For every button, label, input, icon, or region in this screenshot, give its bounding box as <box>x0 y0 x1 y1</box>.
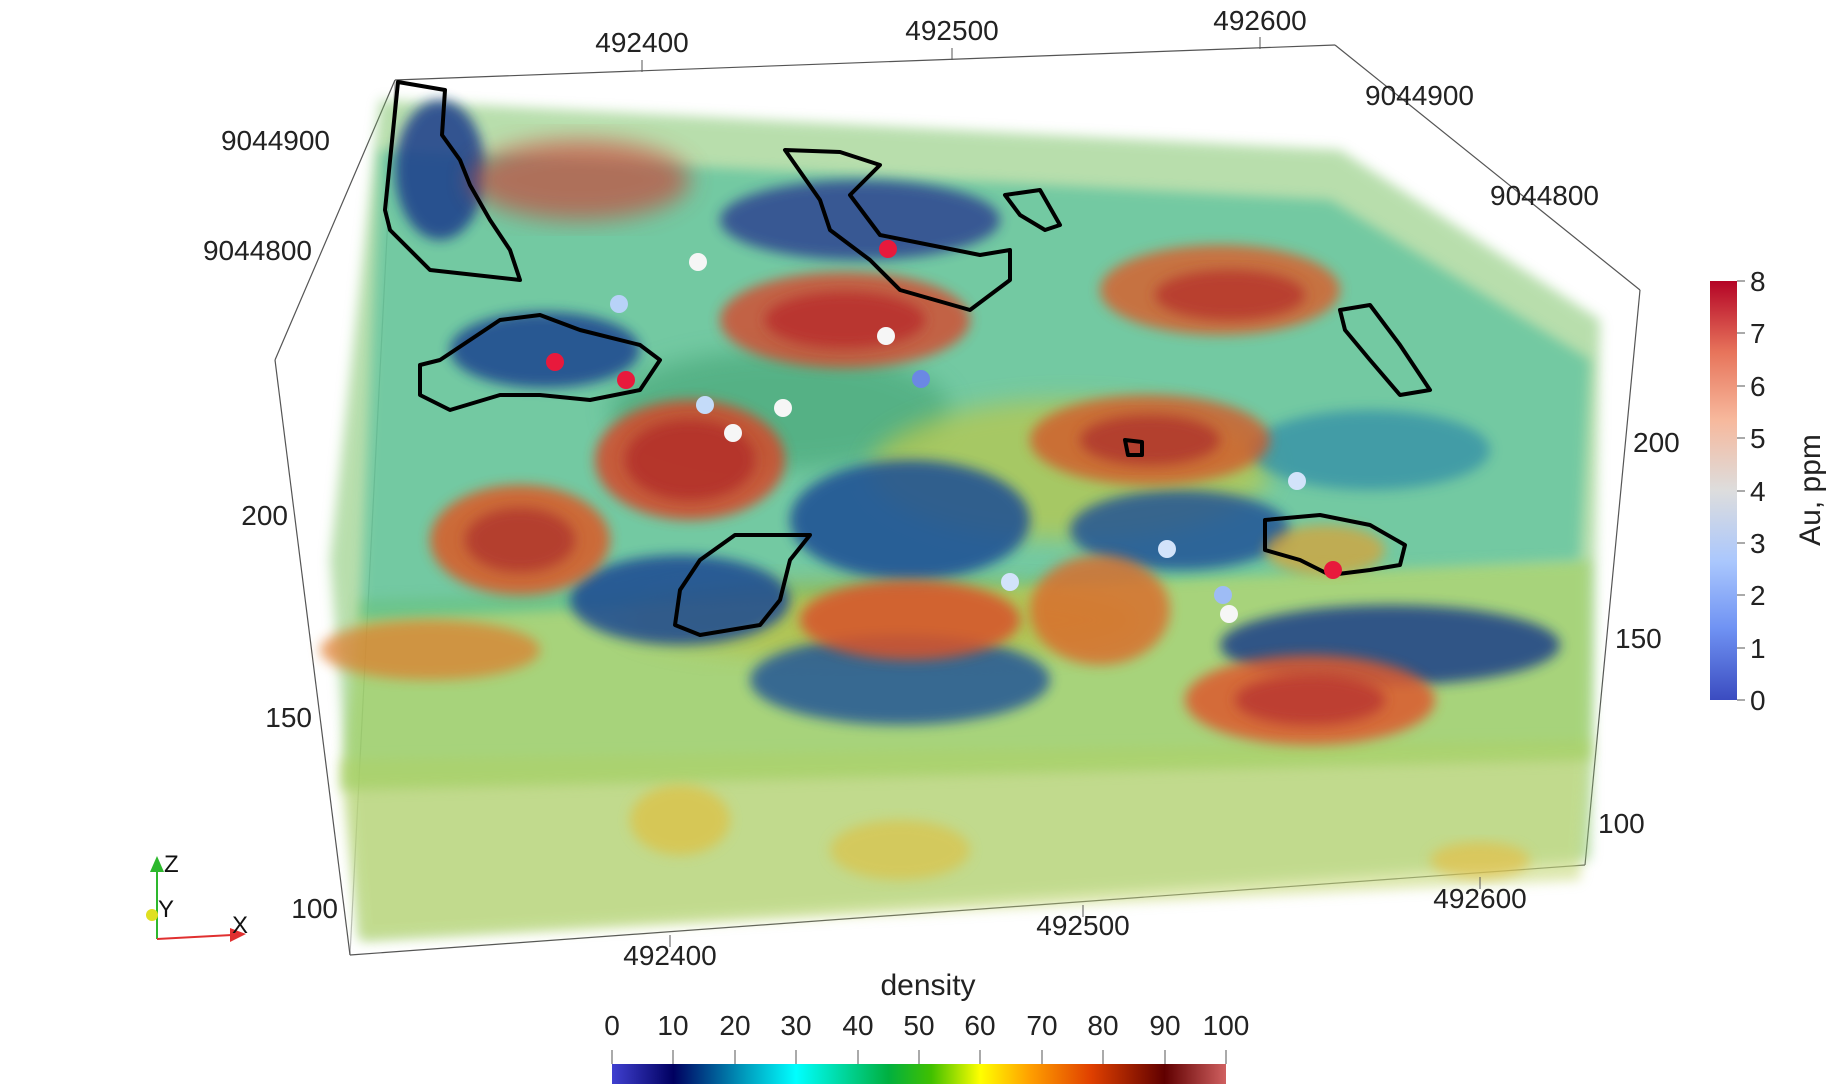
tick-label-bottom-x: 492500 <box>1036 910 1129 941</box>
sample-point-high <box>617 371 635 389</box>
au-tick-label: 2 <box>1750 580 1766 611</box>
density-tick-label: 50 <box>903 1010 934 1041</box>
density-tick-label: 20 <box>719 1010 750 1041</box>
tick-label-left-y: 9044900 <box>221 125 330 156</box>
sample-point-high <box>1324 561 1342 579</box>
sample-point-low <box>1001 573 1019 591</box>
sample-point-high <box>546 353 564 371</box>
sample-point-high <box>879 240 897 258</box>
au-colorbar: 8 7 6 5 4 3 2 1 0 Au, ppm <box>1710 266 1827 716</box>
sample-point-mid <box>724 424 742 442</box>
tick-label-right-z: 100 <box>1598 808 1645 839</box>
x-axis-line <box>156 934 233 940</box>
density-tick-label: 30 <box>780 1010 811 1041</box>
tick-label-right-y: 9044900 <box>1365 80 1474 111</box>
orientation-triad[interactable]: Z Y X <box>146 851 248 942</box>
outline-polygon <box>1003 188 1062 232</box>
outline-polygon <box>418 313 662 412</box>
sample-point-low <box>610 295 628 313</box>
sample-point-low <box>1288 472 1306 490</box>
au-tick-label: 8 <box>1750 266 1766 297</box>
sample-point-mid <box>689 253 707 271</box>
density-colorbar-title: density <box>880 969 975 1002</box>
sample-point-mid <box>877 327 895 345</box>
au-tick-label: 1 <box>1750 633 1766 664</box>
density-isosurface <box>320 100 1600 940</box>
triad-x-label: X <box>232 912 248 939</box>
density-tick-label: 0 <box>604 1010 620 1041</box>
density-tick-label: 40 <box>842 1010 873 1041</box>
density-tick-label: 70 <box>1026 1010 1057 1041</box>
z-axis-arrow-icon <box>150 856 164 872</box>
tick-label-top-x: 492600 <box>1213 5 1306 36</box>
density-tick-label: 60 <box>964 1010 995 1041</box>
sample-point-mid <box>774 399 792 417</box>
density-tick-label: 90 <box>1149 1010 1180 1041</box>
sample-point-low <box>912 370 930 388</box>
x-axis-arrow-icon <box>230 928 246 942</box>
tick-label-bottom-x: 492400 <box>623 940 716 971</box>
density-tick-label: 80 <box>1087 1010 1118 1041</box>
sample-point-low <box>696 396 714 414</box>
outline-polygon <box>673 533 812 637</box>
outline-polygon <box>383 80 522 282</box>
outline-polygon <box>783 148 1012 312</box>
tick-label-left-z: 150 <box>265 702 312 733</box>
triad-y-label: Y <box>158 896 174 923</box>
tick-label-bottom-x: 492600 <box>1433 883 1526 914</box>
density-colorbar: density 0 10 20 30 40 50 60 70 80 90 <box>604 969 1249 1084</box>
density-colorbar-gradient <box>612 1064 1226 1084</box>
tick-label-right-z: 150 <box>1615 623 1662 654</box>
tick-label-left-z: 100 <box>291 893 338 924</box>
au-sample-points <box>546 240 1342 623</box>
au-colorbar-gradient <box>1710 281 1737 700</box>
outline-polygon <box>1263 513 1407 577</box>
density-tick-label: 10 <box>657 1010 688 1041</box>
outline-polygon <box>1123 438 1144 457</box>
y-axis-dot-icon <box>146 909 158 921</box>
tick-label-left-z: 200 <box>241 500 288 531</box>
tick-label-top-x: 492500 <box>905 15 998 46</box>
au-tick-label: 6 <box>1750 371 1766 402</box>
tick-label-right-z: 200 <box>1633 427 1680 458</box>
sample-point-low <box>1158 540 1176 558</box>
tick-label-right-y: 9044800 <box>1490 180 1599 211</box>
sample-point-mid <box>1220 605 1238 623</box>
au-tick-label: 3 <box>1750 528 1766 559</box>
outline-polygon <box>1338 303 1432 397</box>
au-colorbar-title: Au, ppm <box>1794 434 1827 546</box>
au-tick-label: 7 <box>1750 318 1766 349</box>
triad-z-label: Z <box>164 851 179 878</box>
au-tick-label: 4 <box>1750 476 1766 507</box>
density-tick-label: 100 <box>1203 1010 1250 1041</box>
tick-label-top-x: 492400 <box>595 27 688 58</box>
au-tick-label: 0 <box>1750 685 1766 716</box>
outline-polygons <box>383 80 1432 637</box>
tick-label-left-y: 9044800 <box>203 235 312 266</box>
axis-labels: 492400 492500 492600 492400 492500 49260… <box>203 5 1680 971</box>
au-tick-label: 5 <box>1750 423 1766 454</box>
sample-point-low <box>1214 586 1232 604</box>
